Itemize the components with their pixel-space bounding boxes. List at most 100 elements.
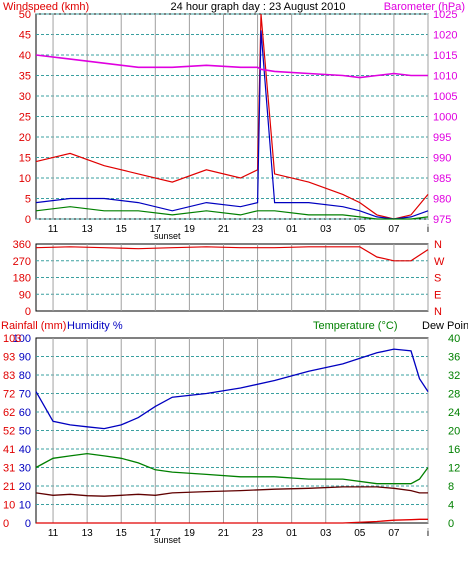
barometer-tick-label: 985 — [433, 173, 451, 185]
humidity-tick-label: 0 — [25, 518, 31, 530]
x-tick-label: 21 — [218, 528, 230, 539]
rain-tick-label: 93 — [3, 352, 15, 364]
x-tick-label: 03 — [320, 528, 332, 539]
temperature-axis-label: Temperature (°C) — [313, 320, 397, 332]
rainfall-line — [36, 518, 428, 524]
wind-tick-label: 40 — [19, 50, 31, 62]
humidity-tick-label: 60 — [19, 407, 31, 419]
rain-tick-label: 41 — [3, 444, 15, 456]
x-tick-label: 19 — [184, 224, 196, 235]
rain-tick-label: 62 — [3, 407, 15, 419]
barometer-tick-label: 975 — [433, 214, 451, 226]
direction-tick-label: 90 — [19, 289, 31, 301]
x-tick-label: 21 — [218, 224, 230, 235]
direction-tick-label: 270 — [13, 256, 31, 268]
dewpoint-axis-label: Dew Point — [422, 320, 468, 332]
barometer-tick-label: 1010 — [433, 71, 457, 83]
rainfall-axis-label: Rainfall (mm) — [1, 320, 66, 332]
x-tick-label: 13 — [82, 224, 94, 235]
temperature-tick-label: 8 — [448, 481, 454, 493]
barometer-tick-label: 980 — [433, 194, 451, 206]
x-tick-label: i — [427, 224, 429, 235]
x-tick-label: 17 — [150, 224, 162, 235]
wind-tick-label: 50 — [19, 9, 31, 21]
humidity-tick-label: 70 — [19, 389, 31, 401]
x-tick-label: 03 — [320, 224, 332, 235]
wind-tick-label: 0 — [25, 214, 31, 226]
barometer-tick-label: 1020 — [433, 30, 457, 42]
compass-label: E — [434, 289, 441, 301]
x-tick-label: 11 — [48, 528, 59, 539]
humidity-tick-label: 10 — [19, 500, 31, 512]
humidity-tick-label: 90 — [19, 352, 31, 364]
barometer-tick-label: 995 — [433, 132, 451, 144]
wind-low-line — [35, 206, 429, 220]
barometer-line — [35, 54, 428, 79]
rain-tick-label: 83 — [3, 370, 15, 382]
barometer-tick-label: 1005 — [433, 91, 457, 103]
x-tick-label: 05 — [354, 224, 366, 235]
humidity-temperature-panel: 1009080706050403020100103938372625241312… — [3, 333, 460, 545]
temperature-line — [35, 452, 429, 485]
wind-average-line — [35, 30, 429, 220]
humidity-tick-label: 30 — [19, 463, 31, 475]
compass-label: W — [434, 256, 445, 268]
temperature-tick-label: 32 — [448, 370, 460, 382]
compass-label: N — [434, 306, 442, 318]
compass-label: S — [434, 273, 441, 285]
x-tick-label: i — [427, 528, 429, 539]
humidity-axis-label: Humidity % — [67, 320, 123, 332]
wind-tick-label: 20 — [19, 132, 31, 144]
temperature-tick-label: 20 — [448, 426, 460, 438]
x-tick-label: 17 — [150, 528, 162, 539]
x-tick-label: 23 — [252, 528, 264, 539]
direction-tick-label: 0 — [25, 306, 31, 318]
x-tick-label: 15 — [116, 528, 128, 539]
temperature-tick-label: 24 — [448, 407, 460, 419]
direction-tick-label: 360 — [13, 239, 31, 251]
direction-tick-label: 180 — [13, 273, 31, 285]
barometer-tick-label: 1015 — [433, 50, 457, 62]
x-tick-label: 07 — [388, 528, 400, 539]
temperature-tick-label: 40 — [448, 333, 460, 345]
temperature-tick-label: 12 — [448, 463, 460, 475]
temperature-tick-label: 28 — [448, 389, 460, 401]
barometer-tick-label: 1000 — [433, 112, 457, 124]
x-tick-label: 01 — [286, 528, 298, 539]
humidity-tick-label: 80 — [19, 370, 31, 382]
humidity-tick-label: 40 — [19, 444, 31, 456]
wind-direction-line — [35, 246, 429, 262]
x-tick-label: 13 — [82, 528, 94, 539]
humidity-tick-label: 20 — [19, 481, 31, 493]
dewpoint-line — [35, 486, 428, 497]
humidity-line — [35, 348, 429, 430]
wind-gust-line — [35, 13, 429, 220]
wind-tick-label: 5 — [25, 194, 31, 206]
wind-tick-label: 25 — [19, 112, 31, 124]
x-tick-label: 15 — [116, 224, 128, 235]
wind-tick-label: 10 — [19, 173, 31, 185]
wind-barometer-panel: 5045403530252015105010251020101510101005… — [19, 9, 458, 241]
x-tick-label: 23 — [252, 224, 264, 235]
x-tick-label: 07 — [388, 224, 400, 235]
sunset-label: sunset — [154, 231, 181, 241]
humidity-tick-label: 100 — [13, 333, 31, 345]
rain-tick-label: 52 — [3, 426, 15, 438]
rain-tick-label: 72 — [3, 389, 15, 401]
rain-tick-label: 0 — [3, 518, 9, 530]
x-tick-label: 11 — [48, 224, 59, 235]
rain-tick-label: 103 — [3, 333, 21, 345]
x-tick-label: 19 — [184, 528, 196, 539]
temperature-tick-label: 4 — [448, 500, 454, 512]
compass-label: N — [434, 239, 442, 251]
rain-tick-label: 21 — [3, 481, 15, 493]
x-tick-label: 01 — [286, 224, 298, 235]
wind-tick-label: 30 — [19, 91, 31, 103]
rain-tick-label: 31 — [3, 463, 15, 475]
wind-tick-label: 35 — [19, 71, 31, 83]
temperature-tick-label: 16 — [448, 444, 460, 456]
barometer-tick-label: 1025 — [433, 9, 457, 21]
